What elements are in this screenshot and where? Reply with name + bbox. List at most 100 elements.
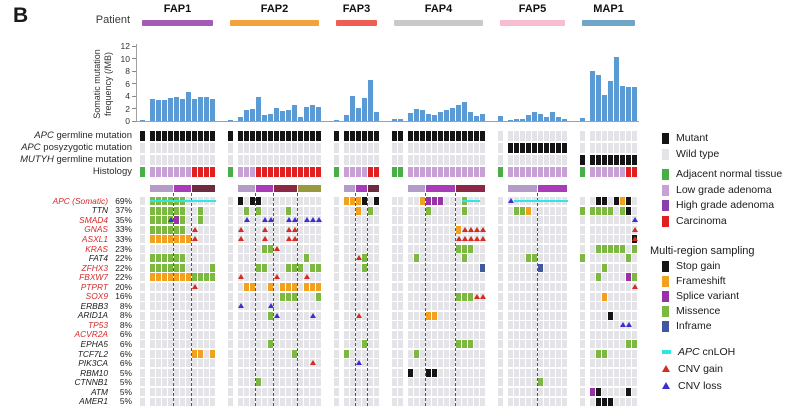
annotation-cell: [198, 131, 203, 141]
cnv-gain-icon: [303, 274, 310, 280]
oncoprint-cell: [596, 378, 601, 387]
oncoprint-cell: [556, 388, 561, 396]
oncoprint-cell: [398, 282, 403, 291]
legend-sampling-label: Frameshift: [676, 275, 726, 287]
oncoprint-cell: [414, 368, 419, 377]
gene-label: RBM10: [80, 367, 108, 378]
oncoprint-cell: [228, 235, 233, 244]
oncoprint-cell: [590, 206, 595, 215]
annotation-cell: [532, 167, 537, 177]
oncoprint-cell: [562, 311, 567, 320]
oncoprint-cell: [398, 349, 403, 358]
oncoprint-cell: [174, 397, 179, 406]
oncoprint-cell: [174, 330, 179, 339]
patient-header-label: FAP3: [342, 3, 371, 15]
oncoprint-cell: [456, 397, 461, 406]
oncoprint-cell: [398, 378, 403, 387]
oncoprint-cell: [228, 311, 233, 320]
oncoprint-cell: [362, 359, 367, 368]
oncoprint-cell: [198, 292, 203, 301]
gene-label: ARID1A: [77, 310, 108, 321]
oncoprint-cell: [468, 349, 473, 358]
legend-swatch: [662, 184, 669, 196]
oncoprint-cell: [508, 273, 513, 282]
patient-header-bar: [500, 20, 565, 26]
mutation-frequency-bar: [244, 110, 249, 121]
dashed-separator: [297, 193, 298, 406]
oncoprint-cell: [150, 263, 155, 272]
oncoprint-cell: [526, 388, 531, 396]
oncoprint-cell: [532, 349, 537, 358]
oncoprint-cell: [620, 397, 625, 406]
oncoprint-cell: [514, 216, 519, 225]
mutation-frequency-bar: [508, 119, 513, 121]
annotation-cell: [450, 167, 455, 177]
oncoprint-cell: [614, 368, 619, 377]
oncoprint-cell: [316, 225, 321, 234]
oncoprint-cell: [562, 244, 567, 253]
oncoprint-cell: [244, 388, 249, 396]
oncoprint-cell: [456, 302, 461, 311]
oncoprint-cell: [186, 311, 191, 320]
oncoprint-cell: [250, 349, 255, 358]
annotation-cell: [174, 131, 179, 141]
oncoprint-cell: [408, 302, 413, 311]
oncoprint-cell: [608, 302, 613, 311]
oncoprint-cell: [398, 321, 403, 330]
annotation-cell: [274, 167, 279, 177]
oncoprint-cell: [150, 388, 155, 396]
oncoprint-cell: [304, 235, 309, 244]
oncoprint-cell: [298, 235, 303, 244]
oncoprint-cell: [608, 244, 613, 253]
mutation-frequency-bar: [596, 74, 601, 121]
oncoprint-cell: [280, 244, 285, 253]
oncoprint-cell: [256, 330, 261, 339]
annotation-cell: [150, 167, 155, 177]
oncoprint-cell: [210, 388, 215, 396]
annotation-cell: [468, 167, 473, 177]
cnv-gain-icon: [237, 226, 244, 232]
oncoprint-cell: [426, 302, 431, 311]
oncoprint-cell: [268, 273, 273, 282]
oncoprint-cell: [204, 330, 209, 339]
oncoprint-cell: [408, 216, 413, 225]
gene-label-row: ASXL1 33%: [0, 234, 132, 244]
oncoprint-cell: [356, 397, 361, 406]
gene-label-row: KRAS 23%: [0, 244, 132, 254]
oncoprint-cell: [168, 235, 173, 244]
oncoprint-cell: [292, 244, 297, 253]
oncoprint-cell: [334, 235, 339, 244]
oncoprint-cell: [180, 378, 185, 387]
annotation-cell: [180, 143, 185, 153]
oncoprint-cell: [350, 302, 355, 311]
oncoprint-cell: [550, 349, 555, 358]
oncoprint-cell: [590, 235, 595, 244]
oncoprint-cell: [462, 282, 467, 291]
oncoprint-cell: [268, 378, 273, 387]
oncoprint-cell: [474, 378, 479, 387]
oncoprint-cell: [174, 254, 179, 263]
oncoprint-cell: [298, 340, 303, 349]
cnv-gain-icon: [261, 226, 268, 232]
oncoprint-cell: [362, 216, 367, 225]
annotation-cell: [362, 131, 367, 141]
oncoprint-cell: [304, 197, 309, 205]
oncoprint-cell: [344, 244, 349, 253]
annotation-cell: [620, 167, 625, 177]
gene-percent: 69%: [115, 195, 132, 206]
oncoprint-cell: [414, 397, 419, 406]
annotation-cell: [538, 131, 543, 141]
oncoprint-cell: [304, 254, 309, 263]
annotation-cell: [532, 131, 537, 141]
annotation-cell: [310, 155, 315, 165]
oncoprint-cell: [256, 397, 261, 406]
oncoprint-cell: [538, 292, 543, 301]
oncoprint-cell: [228, 378, 233, 387]
annotation-cell: [150, 131, 155, 141]
annotation-cell: [508, 155, 513, 165]
oncoprint-cell: [310, 206, 315, 215]
oncoprint-cell: [632, 254, 637, 263]
oncoprint-cell: [626, 359, 631, 368]
annotation-cell: [198, 143, 203, 153]
oncoprint-cell: [526, 244, 531, 253]
